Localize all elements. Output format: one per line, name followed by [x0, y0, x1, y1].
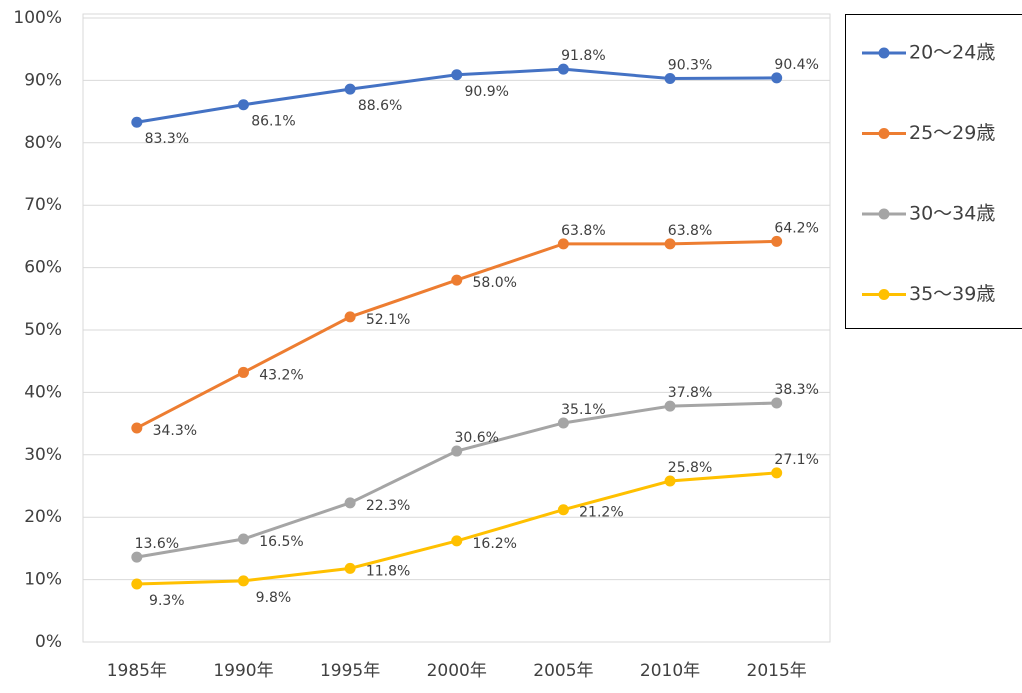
- y-tick-label: 70%: [24, 195, 62, 215]
- data-point: [664, 400, 676, 412]
- x-tick-label: 1985年: [107, 661, 167, 681]
- x-tick-label: 1995年: [320, 661, 380, 681]
- data-label: 13.6%: [135, 536, 179, 552]
- legend-marker: [878, 208, 890, 220]
- legend-label: 30～34歳: [909, 203, 995, 225]
- data-label: 30.6%: [455, 430, 499, 446]
- y-tick-label: 20%: [24, 507, 62, 527]
- data-point: [344, 311, 356, 323]
- data-point: [344, 497, 356, 509]
- data-label: 37.8%: [668, 385, 712, 401]
- legend-marker: [878, 47, 890, 59]
- data-point: [237, 533, 249, 545]
- y-tick-label: 40%: [24, 382, 62, 402]
- data-label: 38.3%: [774, 382, 818, 398]
- data-label: 11.8%: [366, 563, 410, 579]
- y-tick-label: 0%: [35, 632, 62, 652]
- x-tick-label: 2010年: [640, 661, 700, 681]
- data-label: 83.3%: [145, 131, 189, 147]
- data-label: 63.8%: [668, 223, 712, 239]
- data-point: [664, 73, 676, 85]
- data-point: [664, 475, 676, 487]
- data-point: [557, 504, 569, 516]
- legend-label: 20～24歳: [909, 42, 995, 64]
- data-label: 25.8%: [668, 460, 712, 476]
- y-tick-label: 50%: [24, 320, 62, 340]
- data-point: [237, 575, 249, 587]
- data-point: [131, 578, 143, 590]
- data-label: 43.2%: [259, 367, 303, 383]
- data-label: 16.2%: [473, 536, 517, 552]
- y-tick-label: 60%: [24, 258, 62, 278]
- data-label: 52.1%: [366, 312, 410, 328]
- data-point: [451, 69, 463, 81]
- data-point: [131, 422, 143, 434]
- data-point: [451, 445, 463, 457]
- y-tick-label: 10%: [24, 570, 62, 590]
- legend-box: [845, 14, 1022, 329]
- data-label: 90.4%: [774, 57, 818, 73]
- y-tick-label: 100%: [13, 8, 62, 28]
- data-point: [771, 467, 783, 479]
- data-label: 91.8%: [561, 48, 605, 64]
- series-line: [136, 471, 777, 586]
- data-label: 22.3%: [366, 498, 410, 514]
- data-point: [664, 238, 676, 250]
- data-point: [237, 366, 249, 378]
- y-tick-label: 80%: [24, 133, 62, 153]
- data-point: [771, 235, 783, 247]
- data-point: [237, 99, 249, 111]
- data-point: [451, 274, 463, 286]
- data-label: 90.3%: [668, 58, 712, 74]
- data-label: 16.5%: [259, 534, 303, 550]
- x-tick-label: 2005年: [533, 661, 593, 681]
- data-point: [557, 417, 569, 429]
- legend-label: 25～29歳: [909, 122, 995, 144]
- data-label: 90.9%: [465, 84, 509, 100]
- data-label: 86.1%: [251, 114, 295, 130]
- data-point: [131, 116, 143, 128]
- legend-label: 35～39歳: [909, 283, 995, 305]
- data-label: 63.8%: [561, 223, 605, 239]
- y-tick-label: 90%: [24, 70, 62, 90]
- data-label: 58.0%: [473, 275, 517, 291]
- data-label: 9.8%: [256, 590, 292, 606]
- data-label: 88.6%: [358, 98, 402, 114]
- data-label: 34.3%: [153, 423, 197, 439]
- data-point: [344, 83, 356, 95]
- data-label: 9.3%: [149, 593, 185, 609]
- x-tick-label: 1990年: [213, 661, 273, 681]
- legend-marker: [878, 289, 890, 300]
- x-tick-label: 2015年: [747, 661, 807, 681]
- data-label: 27.1%: [774, 452, 818, 468]
- data-label: 64.2%: [774, 220, 818, 236]
- data-point: [557, 63, 569, 75]
- data-point: [131, 551, 143, 563]
- x-tick-label: 2000年: [427, 661, 487, 681]
- data-point: [344, 562, 356, 574]
- data-point: [771, 72, 783, 84]
- data-point: [451, 535, 463, 547]
- legend-marker: [878, 128, 890, 139]
- data-point: [771, 397, 783, 409]
- y-tick-label: 30%: [24, 445, 62, 465]
- data-label: 35.1%: [561, 402, 605, 418]
- data-point: [557, 238, 569, 250]
- data-label: 21.2%: [579, 505, 623, 521]
